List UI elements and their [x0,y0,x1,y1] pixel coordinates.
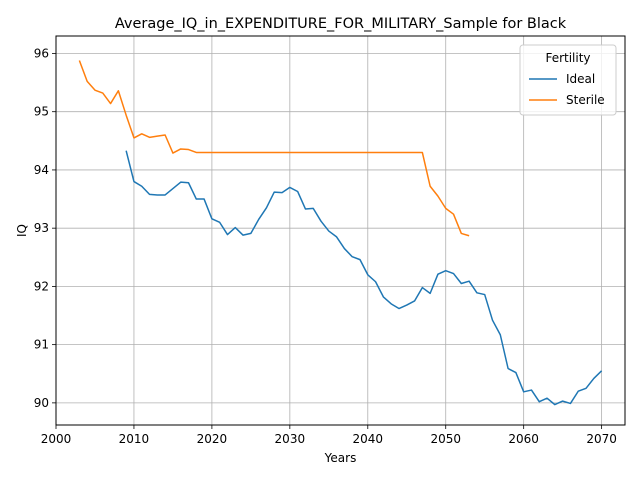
x-axis-label: Years [324,451,357,465]
legend-label-ideal: Ideal [566,72,595,86]
grid [55,36,625,425]
series-line-sterile [78,60,470,237]
x-tick-label: 2070 [586,432,617,446]
y-tick-label: 91 [34,338,49,352]
x-tick-label: 2050 [430,432,461,446]
y-axis-label: IQ [15,224,29,237]
y-tick-label: 90 [34,396,49,410]
y-tick-label: 94 [34,163,49,177]
chart-title: Average_IQ_in_EXPENDITURE_FOR_MILITARY_S… [115,16,567,32]
series-layer [78,60,603,406]
x-tick-label: 2010 [119,432,150,446]
x-tick-label: 2060 [508,432,539,446]
legend-box [519,44,617,116]
series-line-ideal [125,150,603,406]
y-tick-label: 95 [34,105,49,119]
legend-label-sterile: Sterile [566,93,605,107]
x-tick-label: 2040 [353,432,384,446]
legend: Fertility Ideal Sterile [519,44,617,116]
ticks: 2000 2010 2020 2030 2040 2050 2060 2070 90 91 92 93… [34,46,617,446]
y-tick-label: 92 [34,279,49,293]
legend-title: Fertility [545,51,590,65]
y-tick-label: 93 [34,221,49,235]
y-tick-label: 96 [34,46,49,60]
x-tick-label: 2000 [41,432,72,446]
x-tick-label: 2020 [197,432,228,446]
x-tick-label: 2030 [275,432,306,446]
plot-frame [55,35,626,426]
